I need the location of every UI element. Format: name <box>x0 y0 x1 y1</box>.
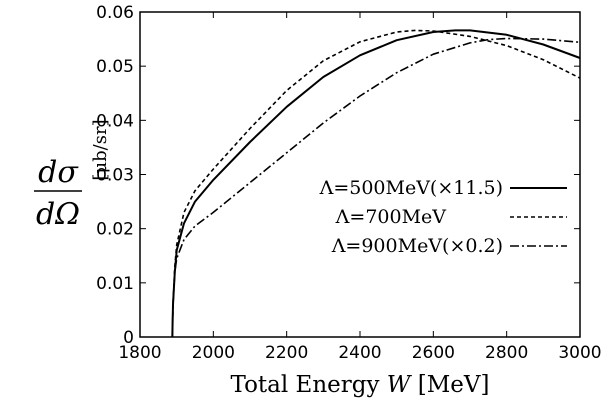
x-label-prefix: Total Energy <box>231 372 387 398</box>
x-axis-label: Total Energy W [MeV] <box>231 372 490 398</box>
y-tick-label-3: 0.03 <box>96 166 134 186</box>
x-tick-label-2: 2200 <box>265 343 308 363</box>
y-tick-label-4: 0.04 <box>96 111 134 131</box>
y-tick-label-0: 0 <box>123 328 134 348</box>
x-label-suffix: [MeV] <box>410 372 489 398</box>
x-label-variable: W <box>387 372 413 398</box>
legend: Λ=500MeV(×11.5) Λ=700MeV Λ=900MeV(×0.2) <box>319 177 567 257</box>
x-tick-label-3: 2400 <box>338 343 381 363</box>
series-lines <box>171 29 581 338</box>
x-tick-label-5: 2800 <box>485 343 528 363</box>
x-tick-label-6: 3000 <box>558 343 601 363</box>
legend-label-series-2: Λ=900MeV(×0.2) <box>331 235 503 257</box>
x-tick-label-0: 1800 <box>118 343 161 363</box>
legend-label-series-1: Λ=700MeV <box>335 206 447 228</box>
y-tick-label-6: 0.06 <box>96 3 134 23</box>
x-tick-label-4: 2600 <box>412 343 455 363</box>
series-line-0 <box>171 29 581 338</box>
series-line-2 <box>171 37 581 338</box>
y-tick-label-2: 0.02 <box>96 220 134 240</box>
legend-label-series-0: Λ=500MeV(×11.5) <box>319 177 503 199</box>
series-line-1 <box>171 29 581 338</box>
y-tick-label-5: 0.05 <box>96 57 134 77</box>
y-tick-label-1: 0.01 <box>96 274 134 294</box>
y-label-numerator: dσ <box>38 155 79 190</box>
axis-ticks: 1800 2000 2200 2400 2600 2800 3000 0 0.01 0.02 0.0… <box>96 3 601 363</box>
x-tick-label-1: 2000 <box>192 343 235 363</box>
y-label-denominator: dΩ <box>36 197 80 232</box>
y-label-unit: [μb/sr] <box>90 119 111 180</box>
y-axis-label: dσ dΩ [μb/sr] <box>34 119 111 232</box>
plot-frame <box>139 11 581 338</box>
